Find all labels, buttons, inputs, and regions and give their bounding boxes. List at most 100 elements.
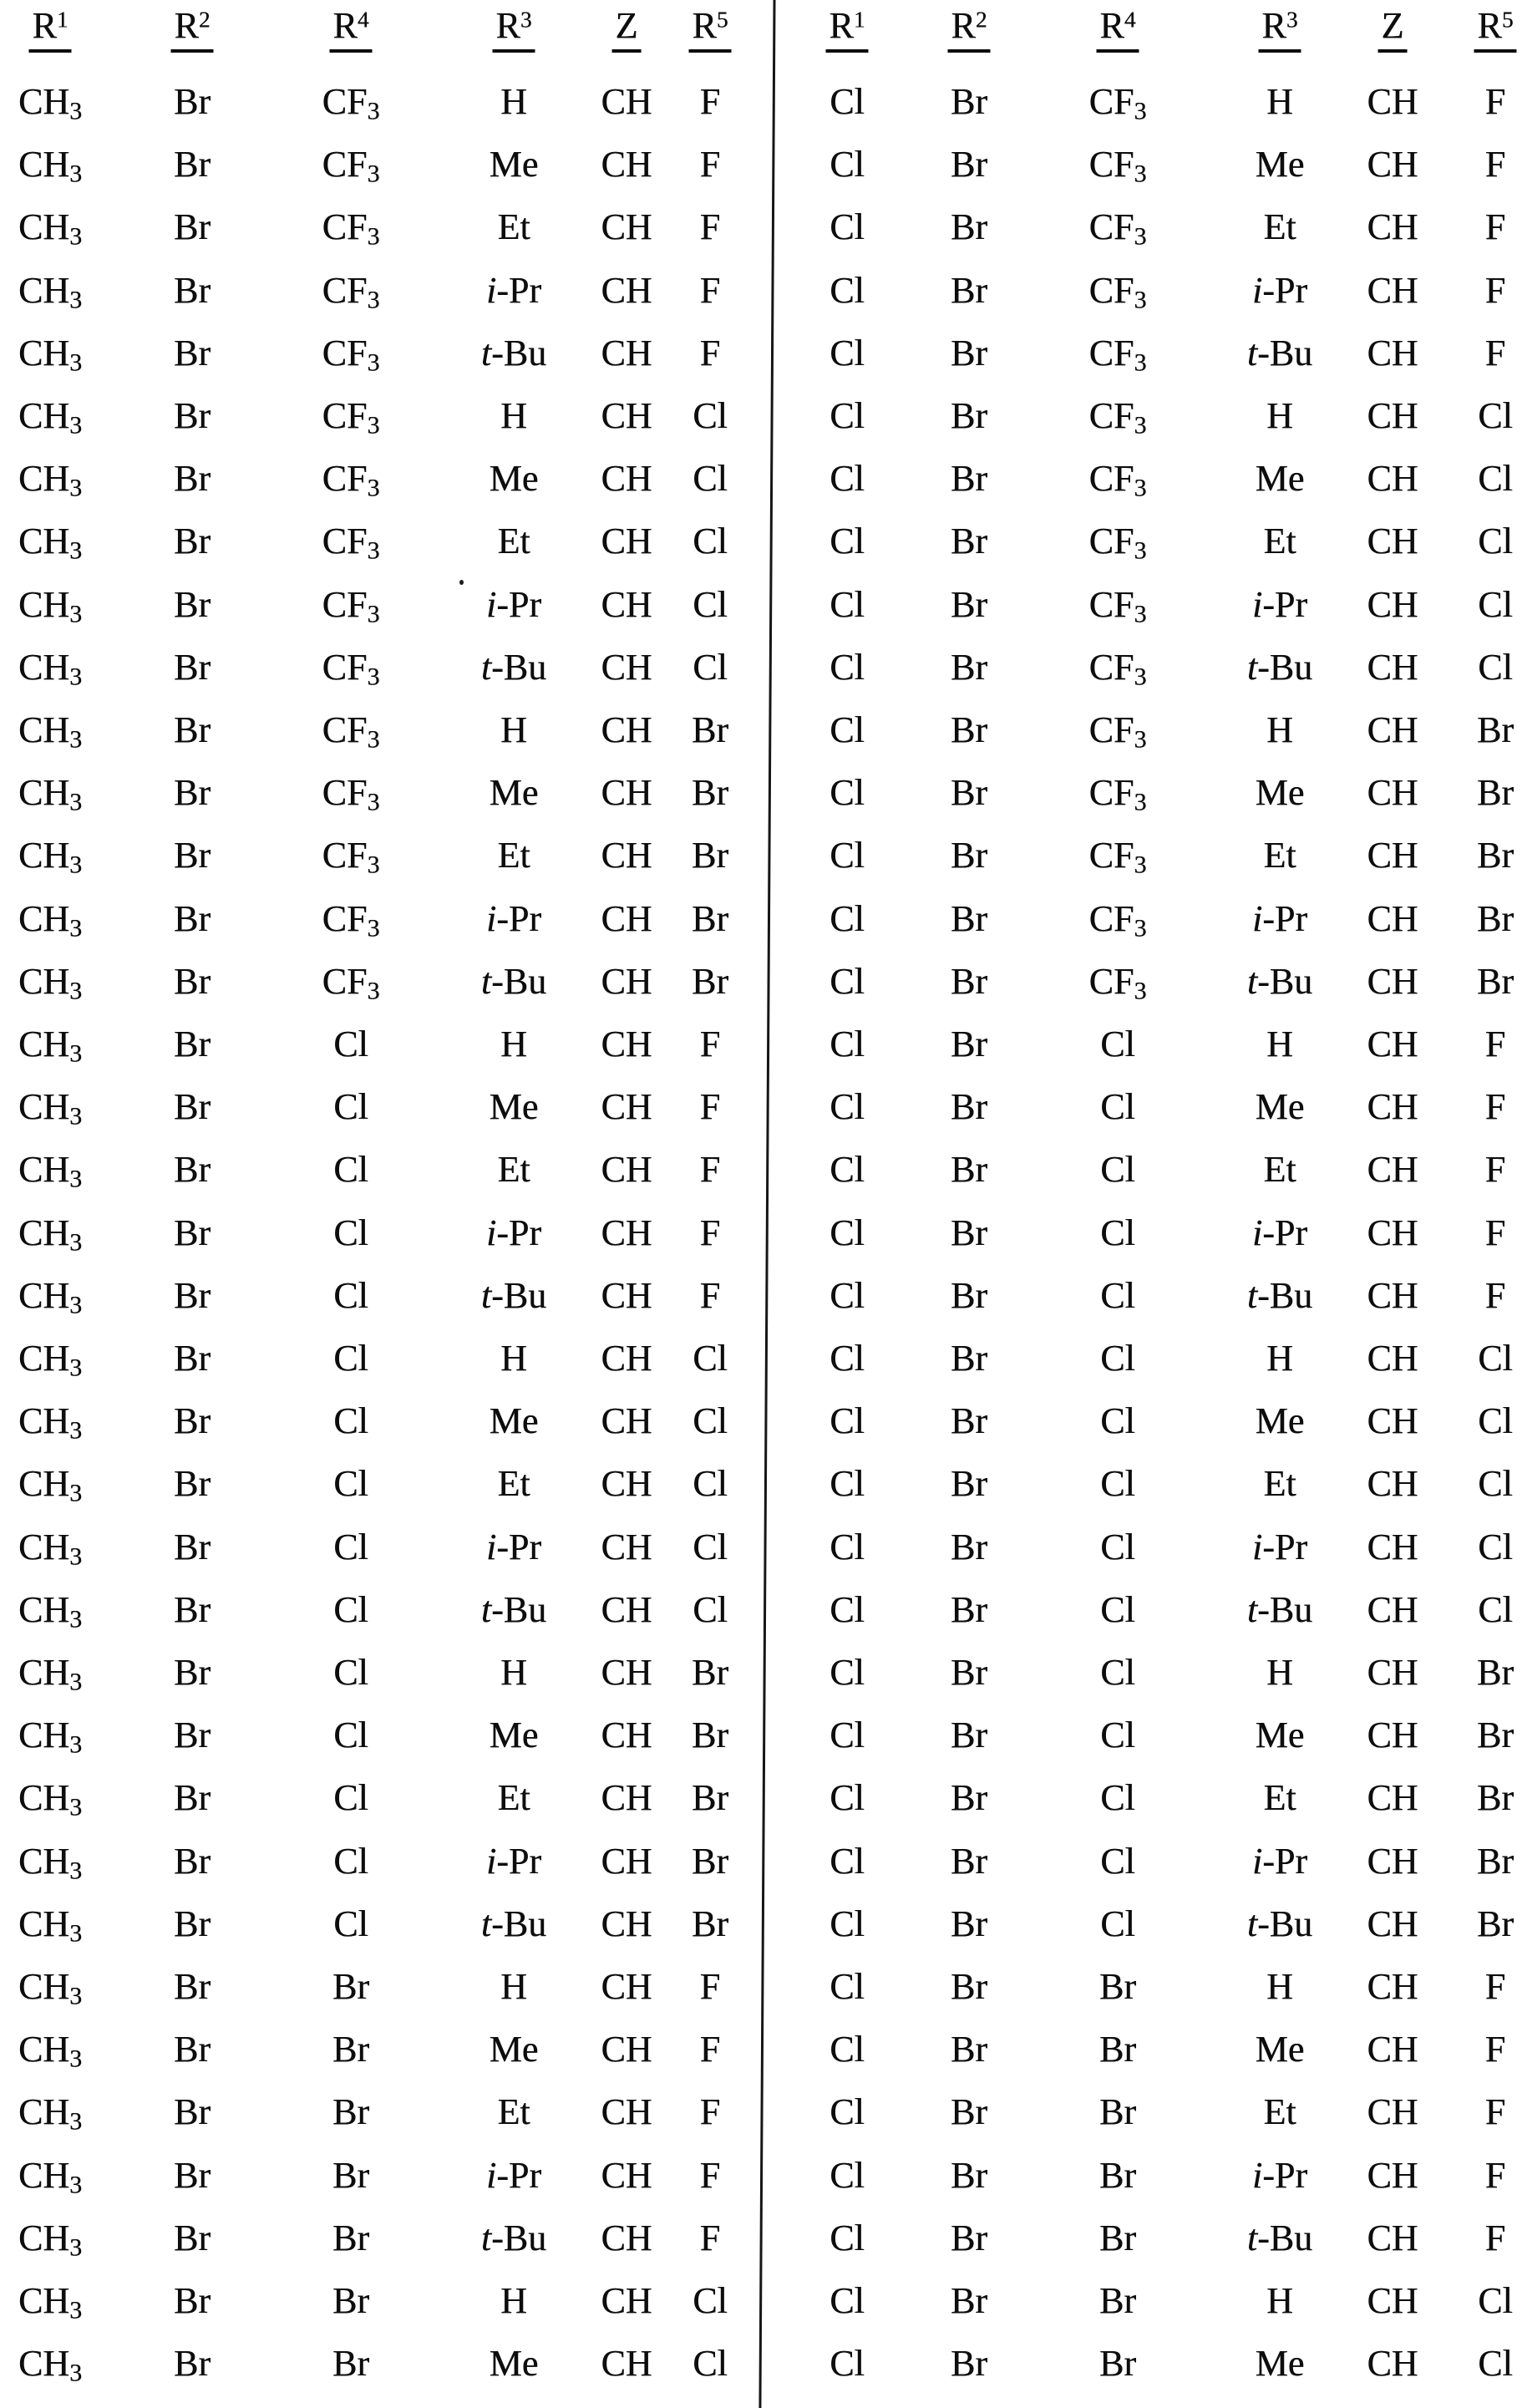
table-row: Cl Br CF3 i-Pr CH Cl <box>761 573 1522 636</box>
cell-r3: t-Bu <box>480 2217 547 2258</box>
table-row: Cl Br Cl i-Pr CH Br <box>761 1830 1522 1892</box>
cell-r3: H <box>500 2280 527 2321</box>
cell-z: CH <box>1367 1840 1418 1882</box>
cell-r1: CH3 <box>18 1086 83 1130</box>
cell-r1: Cl <box>829 1777 865 1819</box>
table-row: Cl Br CF3 Et CH Cl <box>761 510 1522 572</box>
cell-r5: F <box>699 206 721 248</box>
table-row: Cl Br Cl Me CH F <box>761 1075 1522 1138</box>
cell-z: CH <box>1367 1463 1418 1505</box>
cell-r1: Cl <box>829 1966 865 2007</box>
cell-r1: Cl <box>829 1338 865 1379</box>
cell-z: CH <box>601 1149 652 1191</box>
cell-z: CH <box>1367 1526 1418 1567</box>
cell-z: CH <box>1367 2280 1418 2321</box>
cell-r5: F <box>699 2217 721 2258</box>
cell-z: CH <box>1367 269 1418 311</box>
cell-r2: Br <box>174 2154 211 2196</box>
cell-r2: Br <box>174 1149 211 1191</box>
cell-r2: Br <box>174 2091 211 2133</box>
cell-r2: Br <box>174 1338 211 1379</box>
cell-r1: CH3 <box>18 2029 83 2073</box>
cell-r1: Cl <box>829 1024 865 1064</box>
cell-r4: Cl <box>1100 1463 1135 1505</box>
cell-r1: Cl <box>829 1463 865 1505</box>
cell-r5: Cl <box>693 1463 728 1505</box>
cell-r4: CF3 <box>1088 960 1147 1005</box>
cell-r5: F <box>699 1212 721 1253</box>
table-row: Cl Br CF3 Me CH Br <box>761 761 1522 824</box>
cell-r5: Br <box>692 1715 728 1756</box>
cell-r1: CH3 <box>18 1526 83 1571</box>
cell-r5: F <box>1484 1086 1506 1128</box>
cell-r4: CF3 <box>322 709 380 754</box>
table-row: Cl Br Cl H CH Br <box>761 1641 1522 1704</box>
table-row: CH3 Br Cl Et CH Br <box>0 1766 761 1829</box>
cell-r2: Br <box>951 1274 987 1316</box>
cell-r4: Cl <box>333 1274 368 1316</box>
table-row: Cl Br Br Me CH F <box>761 2018 1522 2080</box>
cell-r2: Br <box>951 1024 987 1064</box>
cell-r4: Cl <box>333 1463 368 1505</box>
table-row: Cl Br Br Et CH F <box>761 2080 1522 2143</box>
cell-r4: Br <box>332 2154 369 2196</box>
cell-r5: F <box>1484 2217 1506 2258</box>
cell-r3: Me <box>1255 772 1305 814</box>
table-row: CH3 Br CF3 Et CH Br <box>0 824 761 886</box>
cell-r1: CH3 <box>18 1840 83 1885</box>
table-row: Cl Br Cl i-Pr CH F <box>761 1201 1522 1264</box>
cell-r2: Br <box>174 1212 211 1253</box>
cell-r4: CF3 <box>1088 144 1147 188</box>
cell-r3: i-Pr <box>1251 2154 1308 2196</box>
cell-r1: Cl <box>829 1086 865 1128</box>
cell-r4: Cl <box>333 1903 368 1944</box>
cell-r5: F <box>699 1024 721 1064</box>
cell-z: CH <box>601 960 652 1002</box>
cell-z: CH <box>1367 1777 1418 1819</box>
cell-r3: t-Bu <box>1246 960 1313 1002</box>
cell-r5: F <box>699 269 721 311</box>
cell-r4: Cl <box>1100 1588 1135 1630</box>
cell-r5: Br <box>1477 897 1514 939</box>
table-row: CH3 Br Cl i-Pr CH F <box>0 1201 761 1264</box>
cell-z: CH <box>601 772 652 814</box>
table-row: CH3 Br CF3 t-Bu CH Cl <box>0 636 761 699</box>
cell-r2: Br <box>951 2154 987 2196</box>
cell-r5: Br <box>1477 835 1514 876</box>
cell-r1: CH3 <box>18 2217 83 2262</box>
cell-r3: Me <box>489 2343 539 2385</box>
cell-r4: Cl <box>1100 1024 1135 1064</box>
cell-z: CH <box>1367 2154 1418 2196</box>
cell-r4: CF3 <box>1088 772 1147 816</box>
cell-r5: Br <box>692 1840 728 1882</box>
cell-r1: Cl <box>829 1274 865 1316</box>
cell-z: CH <box>601 1588 652 1630</box>
cell-r1: CH3 <box>18 1715 83 1759</box>
cell-r3: Et <box>1263 206 1296 248</box>
column-header-r1: R1 <box>825 5 869 53</box>
cell-r4: CF3 <box>1088 269 1147 314</box>
cell-z: CH <box>1367 2091 1418 2133</box>
cell-z: CH <box>1367 1338 1418 1379</box>
cell-r5: F <box>699 2091 721 2133</box>
cell-r2: Br <box>174 1086 211 1128</box>
cell-r5: Cl <box>693 458 728 500</box>
cell-r4: CF3 <box>322 646 380 691</box>
cell-z: CH <box>1367 144 1418 185</box>
cell-r2: Br <box>951 1463 987 1505</box>
column-header-r2: R2 <box>947 5 991 53</box>
cell-r4: Cl <box>1100 1212 1135 1253</box>
cell-r3: Me <box>489 2029 539 2070</box>
table-row: Cl Br CF3 Et CH Br <box>761 824 1522 886</box>
cell-r4: Cl <box>1100 1903 1135 1944</box>
cell-r2: Br <box>174 709 211 750</box>
cell-r3: t-Bu <box>1246 332 1313 373</box>
cell-z: CH <box>1367 2029 1418 2070</box>
cell-r2: Br <box>174 395 211 436</box>
table-row: CH3 Br Br H CH Cl <box>0 2269 761 2332</box>
cell-z: CH <box>601 332 652 373</box>
cell-r3: i-Pr <box>485 269 542 311</box>
table-row: CH3 Br Cl H CH Br <box>0 1641 761 1704</box>
column-header-z: Z <box>611 5 642 53</box>
table-row: Cl Br CF3 t-Bu CH Br <box>761 950 1522 1013</box>
